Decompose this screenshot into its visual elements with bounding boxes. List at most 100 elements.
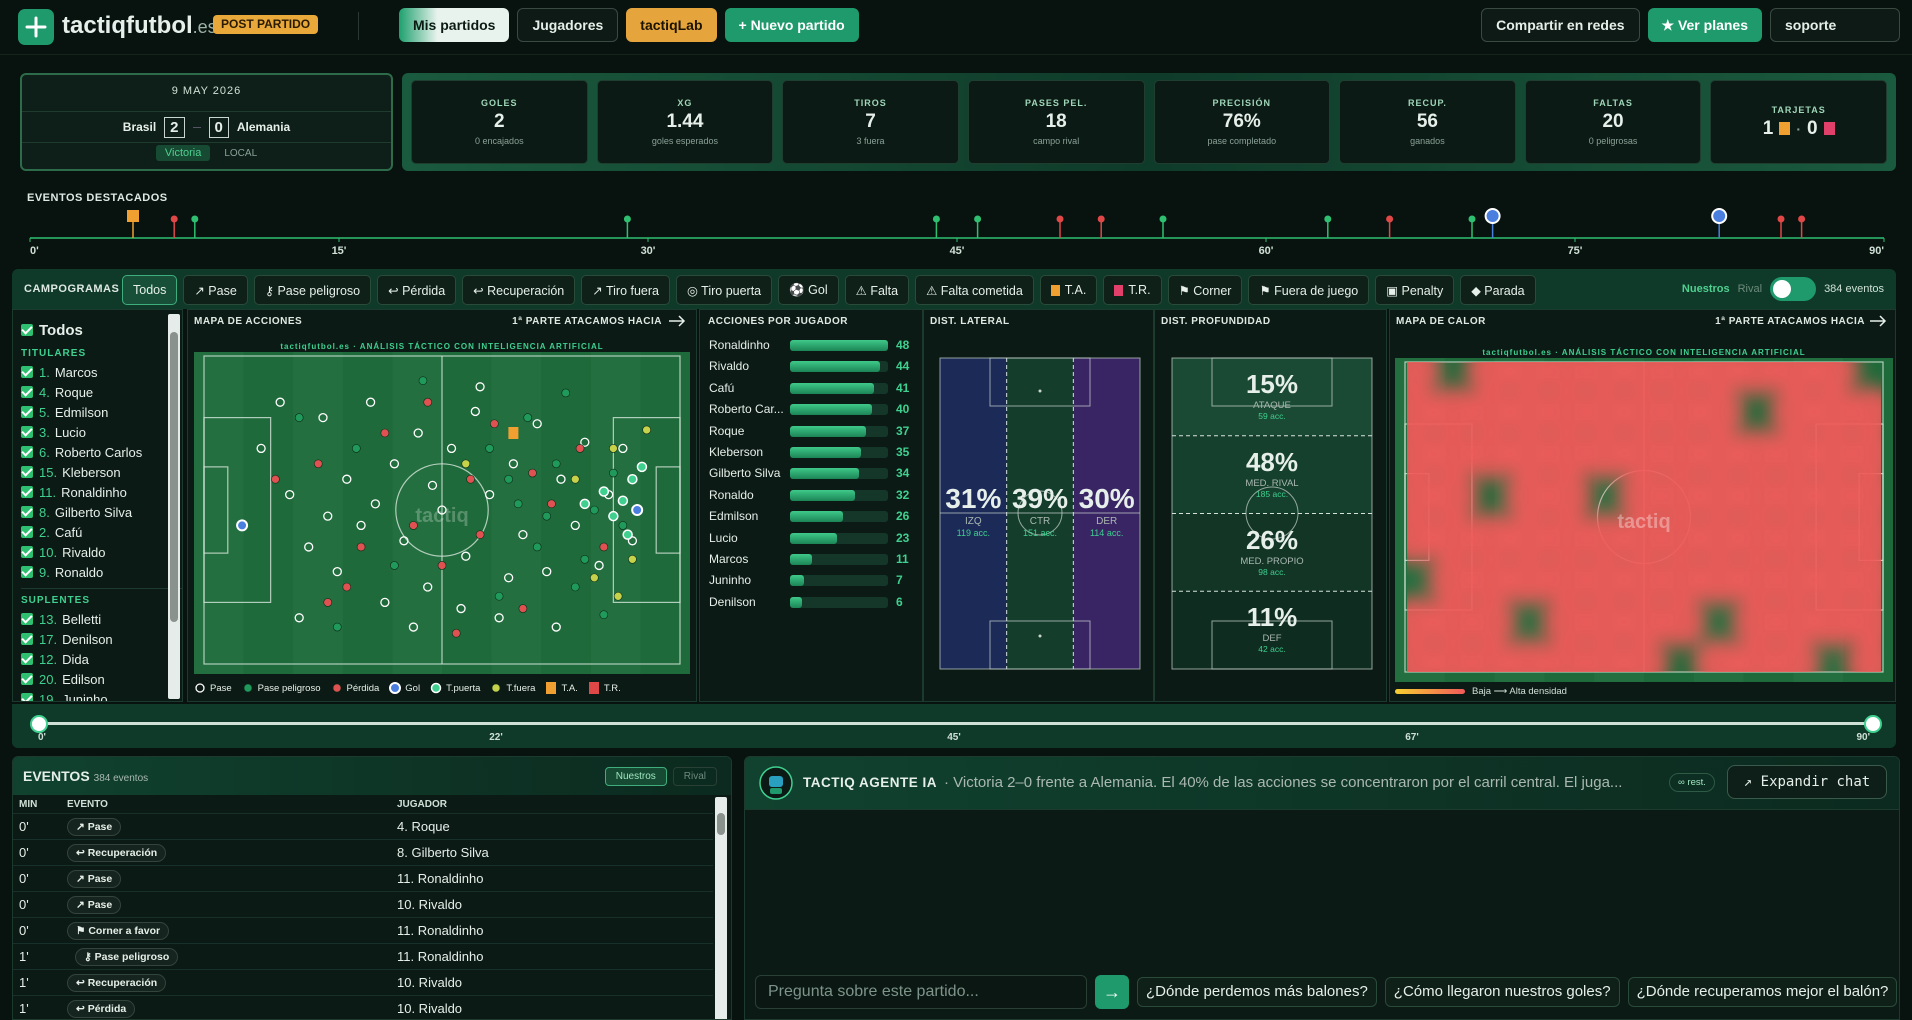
event-type[interactable]: ↩ Recuperación (67, 844, 167, 862)
panel-title: DIST. LATERAL (930, 316, 1010, 327)
player-row[interactable]: 17. Denilson (21, 629, 182, 649)
event-type[interactable]: ↗ Pase (67, 818, 122, 836)
filter-chip[interactable]: T.R. (1103, 275, 1162, 305)
action-button[interactable]: ★ Ver planes (1647, 8, 1762, 42)
checkbox[interactable] (21, 633, 33, 645)
zone-count: 119 acc. (956, 528, 990, 538)
chat-input[interactable]: Pregunta sobre este partido... (755, 975, 1087, 1009)
event-type[interactable]: ↗ Pase (67, 870, 122, 888)
player-row[interactable]: 13. Belletti (21, 609, 182, 629)
action-point (243, 683, 252, 693)
nav-button[interactable]: tactiqLab (626, 8, 717, 42)
filter-chip[interactable]: ⚑ Fuera de juego (1248, 275, 1370, 305)
home-team: Brasil (122, 120, 157, 134)
player-row[interactable]: 15. Kleberson (21, 462, 182, 482)
stat-card: GOLES 2 0 encajados (411, 80, 588, 164)
zone-count: 114 acc. (1089, 528, 1124, 538)
event-type[interactable]: ↩ Pérdida (67, 1000, 136, 1018)
event-type[interactable]: ↗ Pase (67, 896, 122, 914)
player-row[interactable]: 6. Roberto Carlos (21, 442, 182, 462)
filter-chip[interactable]: ◎ Tiro puerta (676, 275, 773, 305)
graphic: tactiqfutbol.es · ANÁLISIS TÁCTICO CON I… (1395, 346, 1893, 682)
filter-chip[interactable]: T.A. (1039, 275, 1098, 305)
checkbox[interactable] (21, 613, 33, 625)
nav-button[interactable]: Mis partidos (399, 8, 510, 42)
checkbox[interactable] (21, 446, 33, 458)
checkbox[interactable] (21, 426, 33, 438)
player-row[interactable]: 2. Cafú (21, 522, 182, 542)
player-row[interactable]: 11. Ronaldinho (21, 482, 182, 502)
action-button[interactable]: soporte (1770, 8, 1900, 42)
player-row[interactable]: 1. Marcos (21, 362, 182, 382)
suggestion[interactable]: ¿Dónde perdemos más balones? (1137, 977, 1377, 1007)
action-button[interactable]: Compartir en redes (1481, 8, 1640, 42)
action-point (575, 444, 585, 453)
filter-button[interactable]: Rival (672, 767, 717, 786)
checkbox[interactable] (21, 693, 33, 701)
filter-chip[interactable]: Todos (122, 275, 178, 305)
player-row[interactable]: 19. Juninho (21, 689, 182, 701)
suggestion[interactable]: ¿Cómo llegaron nuestros goles? (1384, 977, 1620, 1007)
send-button[interactable]: → (1095, 975, 1129, 1009)
action-point (356, 520, 366, 531)
scroll-thumb[interactable] (717, 813, 725, 835)
chat-panel: TACTIQ AGENTE IA · Victoria 2–0 frente a … (744, 756, 1900, 1020)
player-row[interactable]: 9. Ronaldo (21, 562, 182, 582)
checkbox[interactable] (21, 506, 33, 518)
player-name: Ronaldo (54, 564, 104, 580)
filter-chip[interactable]: ↩ Recuperación (462, 275, 576, 305)
checkbox[interactable] (21, 673, 33, 685)
heat-blob (1845, 638, 1881, 672)
checkbox[interactable] (21, 386, 33, 398)
heat-blob (1693, 554, 1745, 606)
player-row[interactable]: 20. Edilson (21, 669, 182, 689)
checkbox[interactable] (21, 466, 33, 478)
filter-chip[interactable]: ↗ Tiro fuera (581, 275, 670, 305)
event-type[interactable]: ⚑ Corner a favor (67, 922, 170, 940)
checkbox[interactable] (21, 653, 33, 665)
checkbox[interactable] (21, 526, 33, 538)
suggestion[interactable]: ¿Dónde recuperamos mejor el balón? (1627, 977, 1898, 1007)
graphic (430, 682, 442, 694)
filter-chip[interactable]: ◆ Parada (1460, 275, 1536, 305)
action-point (389, 682, 402, 694)
filter-chip[interactable]: ⚠ Falta cometida (915, 275, 1034, 305)
checkbox[interactable] (21, 324, 33, 336)
heat-blob (1465, 512, 1517, 564)
stat-card: FALTAS 20 0 peligrosas (1524, 80, 1702, 164)
filter-chip[interactable]: ↩ Pérdida (377, 275, 457, 305)
slider-knob[interactable] (1864, 715, 1882, 733)
filter-chip[interactable]: ⚑ Corner (1167, 275, 1243, 305)
nav-button[interactable]: Jugadores (517, 8, 619, 42)
filter-chip[interactable]: ↗ Pase (183, 275, 248, 305)
checkbox[interactable] (21, 406, 33, 418)
filter-chip[interactable]: ⚽ Gol (778, 275, 839, 305)
action-map-panel: MAPA DE ACCIONES 1ª PARTE ATACAMOS HACIA t… (187, 309, 697, 702)
filter-chip[interactable]: ⚠ Falta (844, 275, 910, 305)
pitch-stripe (194, 340, 244, 674)
graphic (759, 766, 793, 800)
toggle-switch[interactable] (1770, 277, 1817, 301)
checkbox[interactable] (21, 366, 33, 378)
nav-button[interactable]: + Nuevo partido (724, 8, 859, 42)
player-row[interactable]: 10. Rivaldo (21, 542, 182, 562)
player-row[interactable]: 4. Roque (21, 382, 182, 402)
event-type[interactable]: ⚷ Pase peligroso (75, 948, 179, 966)
slider-knob[interactable] (30, 715, 48, 733)
event-type[interactable]: ↩ Recuperación (67, 974, 167, 992)
filter-chip[interactable]: ⚷ Pase peligroso (253, 275, 372, 305)
player-row[interactable]: 5. Edmilson (21, 402, 182, 422)
filter-button[interactable]: Nuestros (604, 767, 667, 786)
checkbox[interactable] (21, 546, 33, 558)
scroll-thumb[interactable] (170, 332, 178, 622)
player-name: Cafú (54, 524, 83, 540)
checkbox[interactable] (21, 486, 33, 498)
player-row[interactable]: 8. Gilberto Silva (21, 502, 182, 522)
checkbox[interactable] (21, 566, 33, 578)
player-row[interactable]: 12. Dida (21, 649, 182, 669)
pitch-line (1211, 620, 1333, 670)
filter-chip[interactable]: ▣ Penalty (1375, 275, 1455, 305)
player-row[interactable]: 3. Lucio (21, 422, 182, 442)
expand-button[interactable]: ↗ Expandir chat (1727, 765, 1887, 799)
player-row[interactable]: Todos (21, 318, 182, 342)
